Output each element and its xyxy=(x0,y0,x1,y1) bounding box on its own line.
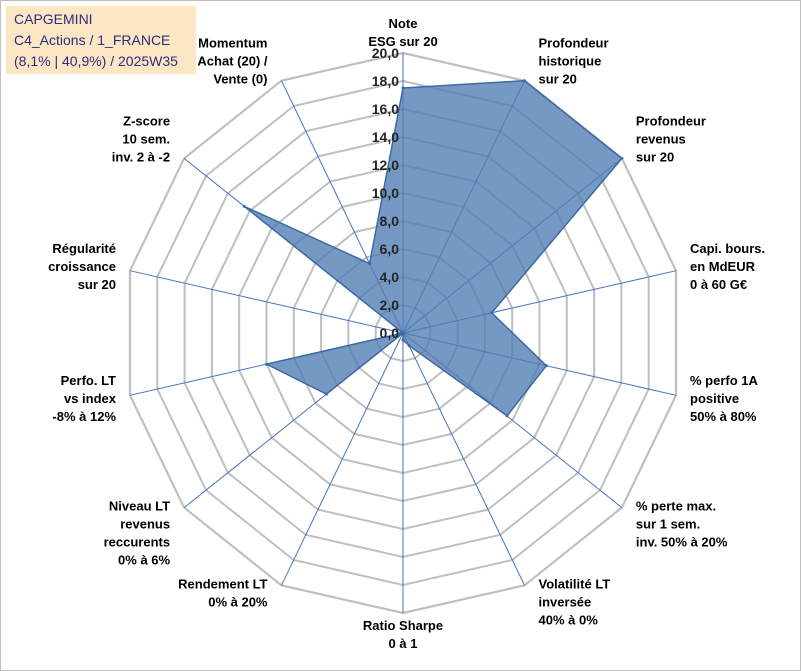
axis-label: revenus xyxy=(636,131,686,146)
stats-label: (8,1% | 40,9%) / 2025W35 xyxy=(14,53,178,69)
axis-label: sur 20 xyxy=(636,149,674,164)
axis-label: sur 20 xyxy=(539,72,577,87)
axis-label: sur 20 xyxy=(78,277,116,292)
company-name: CAPGEMINI xyxy=(14,11,93,27)
axis-label: Momentum xyxy=(198,36,267,51)
axis-label: 0 à 60 G€ xyxy=(690,277,747,292)
data-point xyxy=(324,392,328,396)
tick-label: 0,0 xyxy=(380,325,400,341)
axis-label-layer: Note ESG sur 20 Profondeur historique sur 20… xyxy=(48,16,765,651)
tick-label: 4,0 xyxy=(380,269,400,285)
axis-label: positive xyxy=(690,391,739,406)
tick-label: 10,0 xyxy=(372,185,399,201)
axis-label: Achat (20) / xyxy=(197,54,267,69)
axis-spoke xyxy=(129,270,404,334)
tick-label: 8,0 xyxy=(380,213,400,229)
axis-spoke xyxy=(281,332,404,586)
axis-label: 0% à 20% xyxy=(208,594,268,609)
axis-label: Niveau LT xyxy=(109,499,170,514)
axis-label: inv. 2 à -2 xyxy=(112,149,170,164)
data-point xyxy=(544,364,548,368)
axis-label: 40% à 0% xyxy=(539,612,599,627)
axis-label: Perfo. LT xyxy=(61,373,116,388)
axis-label: historique xyxy=(539,54,602,69)
data-point xyxy=(505,414,509,418)
axis-label: Profondeur xyxy=(539,36,609,51)
series-layer xyxy=(242,79,624,418)
title-box: CAPGEMINI C4_Actions / 1_FRANCE (8,1% | … xyxy=(6,6,196,74)
tick-label: 6,0 xyxy=(380,241,400,257)
data-point xyxy=(407,344,411,348)
axis-label: % perte max. xyxy=(636,499,716,514)
axis-label: Profondeur xyxy=(636,113,706,128)
axis-label: Vente (0) xyxy=(213,72,267,87)
data-point xyxy=(265,362,268,366)
axis-label: % perfo 1A xyxy=(690,373,759,388)
data-point xyxy=(401,331,405,335)
axis-label: Capi. bours. xyxy=(690,241,765,256)
tick-label: 14,0 xyxy=(372,129,399,145)
axis-label: Volatilité LT xyxy=(539,576,611,591)
axis-label: revenus xyxy=(120,517,170,532)
axis-label: Ratio Sharpe xyxy=(363,618,443,633)
axis-label: inv. 50% à 20% xyxy=(636,535,728,550)
axis-label: Note xyxy=(389,16,418,31)
axis-label: Z-score xyxy=(123,113,170,128)
data-point xyxy=(490,311,494,315)
tick-label: 12,0 xyxy=(372,157,399,173)
axis-label: 10 sem. xyxy=(122,131,170,146)
axis-label: 0 à 1 xyxy=(389,636,418,651)
axis-label: en MdEUR xyxy=(690,259,756,274)
data-point xyxy=(401,86,405,90)
tick-layer: 0,0 2,0 4,0 6,0 8,0 10,0 12,0 14,0 16,0 18,0 20,0 xyxy=(372,45,399,341)
axis-label: vs index xyxy=(64,391,117,406)
axis-label: sur 1 sem. xyxy=(636,517,700,532)
data-point xyxy=(401,338,405,342)
tick-label: 18,0 xyxy=(372,73,399,89)
axis-label: inversée xyxy=(539,594,592,609)
data-point xyxy=(242,204,246,208)
axis-label: reccurents xyxy=(104,535,170,550)
tick-label: 16,0 xyxy=(372,101,399,117)
axis-label: ESG sur 20 xyxy=(368,34,437,49)
data-point xyxy=(620,156,624,160)
axis-label: croissance xyxy=(48,259,116,274)
axis-label: Rendement LT xyxy=(178,576,267,591)
tick-label: 20,0 xyxy=(372,45,399,61)
series-area xyxy=(243,79,623,417)
data-point xyxy=(368,262,372,266)
axis-label: -8% à 12% xyxy=(52,409,116,424)
axis-label: 0% à 6% xyxy=(118,553,170,568)
axis-label: 50% à 80% xyxy=(690,409,757,424)
axis-label: Régularité xyxy=(52,241,116,256)
tick-label: 2,0 xyxy=(380,297,400,313)
axis-spoke xyxy=(402,332,525,586)
category-label: C4_Actions / 1_FRANCE xyxy=(14,32,171,48)
data-point xyxy=(523,79,526,83)
